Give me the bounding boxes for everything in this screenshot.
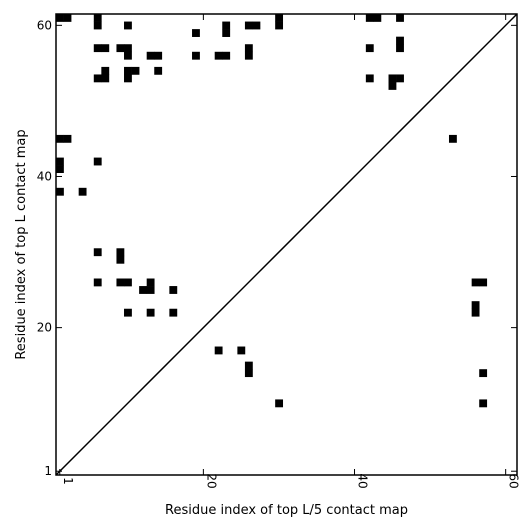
upper-contact-cell-29 [396,44,404,53]
x-tick-label: 20 [204,473,218,488]
upper-contact-cell-42 [56,134,64,143]
lower-contact-cell-3 [471,308,480,317]
lower-contact-cell-4 [214,346,223,355]
upper-contact-cell-55 [146,278,155,287]
upper-contact-cell-4 [124,21,132,30]
upper-contact-cell-20 [146,51,155,60]
upper-contact-cell-3 [93,21,102,30]
upper-contact-cell-33 [124,66,132,75]
x-tick-label: 1 [61,477,75,485]
upper-contact-cell-6 [222,29,231,37]
lower-contact-cell-2 [471,301,480,310]
lower-contact-cell-7 [244,369,253,378]
x-tick-label: 40 [356,473,370,488]
y-axis-label: Residue index of top L contact map [14,129,29,359]
upper-contact-cell-40 [388,82,397,90]
upper-contact-cell-27 [365,44,374,53]
upper-contact-cell-53 [116,278,125,287]
x-tick-label: 60 [507,473,521,488]
upper-contact-cell-61 [169,308,178,317]
upper-contact-cell-21 [154,51,163,60]
upper-contact-cell-48 [78,187,87,196]
upper-contact-cell-45 [56,165,64,174]
upper-contact-cell-26 [244,51,253,60]
diagonal-line [55,13,518,476]
upper-contact-cell-51 [116,255,125,264]
lower-contact-cell-9 [275,399,284,408]
upper-contact-cell-17 [116,44,125,53]
y-tick-label: 1 [44,464,52,478]
upper-contact-cell-8 [252,21,261,30]
upper-contact-cell-22 [192,51,200,60]
y-tick-label: 60 [37,18,52,32]
upper-contact-cell-13 [396,14,404,22]
y-tick-label: 40 [37,169,52,183]
contact-cells [56,14,488,408]
upper-contact-cell-46 [93,157,102,166]
upper-contact-cell-12 [373,14,382,22]
lower-contact-cell-10 [479,399,488,408]
lower-contact-cell-8 [479,369,488,378]
upper-contact-cell-39 [396,74,404,83]
upper-contact-cell-5 [222,21,231,30]
upper-contact-cell-60 [146,308,155,317]
upper-contact-cell-30 [101,66,110,75]
upper-contact-cell-2 [93,14,102,22]
lower-contact-cell-0 [471,278,480,287]
upper-contact-cell-7 [244,21,253,30]
upper-contact-cell-19 [124,51,132,60]
upper-contact-cell-1 [63,14,72,22]
upper-contact-cell-10 [275,21,284,30]
upper-contact-cell-15 [93,44,102,53]
upper-contact-cell-57 [146,286,155,294]
upper-contact-cell-44 [56,157,64,166]
lower-contact-cell-5 [237,346,246,355]
upper-contact-cell-59 [124,308,132,317]
upper-contact-cell-56 [139,286,147,294]
upper-contact-cell-9 [275,14,284,22]
upper-contact-cell-32 [93,74,102,83]
axis-ticks: 1 20 40 60 1 20 40 60 [37,14,521,489]
upper-contact-cell-47 [56,187,64,196]
upper-contact-cell-35 [124,74,132,83]
upper-contact-cell-14 [192,29,200,37]
upper-contact-cell-54 [124,278,132,287]
upper-contact-cell-25 [244,44,253,53]
upper-contact-cell-16 [101,44,110,53]
upper-contact-cell-34 [131,66,140,75]
upper-contact-cell-28 [396,36,404,45]
lower-contact-cell-6 [244,361,253,370]
lower-contact-cell-1 [479,278,488,287]
upper-contact-cell-50 [116,248,125,257]
upper-contact-cell-38 [388,74,397,83]
upper-contact-cell-41 [448,134,457,143]
upper-contact-cell-52 [93,278,102,287]
upper-contact-cell-11 [365,14,374,22]
y-tick-label: 20 [37,321,52,335]
plot-frame [55,13,518,476]
x-axis-label: Residue index of top L/5 contact map [165,503,408,518]
upper-contact-cell-37 [365,74,374,83]
upper-contact-cell-18 [124,44,132,53]
upper-contact-cell-23 [214,51,223,60]
upper-contact-cell-43 [63,134,72,143]
upper-contact-cell-24 [222,51,231,60]
upper-contact-cell-31 [101,74,110,83]
upper-contact-cell-36 [154,66,163,75]
upper-contact-cell-49 [93,248,102,257]
upper-contact-cell-58 [169,286,178,294]
